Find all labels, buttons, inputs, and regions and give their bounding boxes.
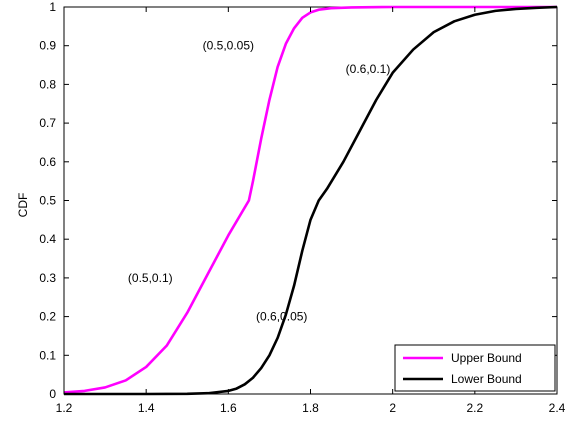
legend-label: Lower Bound [451, 372, 522, 386]
plot-frame [63, 6, 558, 395]
y-tick-label: 1 [49, 0, 56, 14]
legend-box [394, 344, 556, 392]
y-tick-label: 0.3 [39, 271, 56, 285]
curve-annotation: (0.5,0.1) [128, 271, 173, 285]
annotation-layer: (0.5,0.05) (0.6,0.1) (0.5,0.1) (0.6,0.05) [128, 39, 390, 324]
plot-area [63, 6, 558, 395]
curve-annotation: (0.6,0.1) [346, 62, 391, 76]
series-line-1 [64, 5, 558, 396]
x-tick-label: 2 [389, 401, 396, 415]
x-tick-label: 1.8 [302, 401, 319, 415]
x-tick-label: 1.2 [56, 401, 73, 415]
x-tick-label: 1.4 [138, 401, 155, 415]
y-tick-label: 0.5 [39, 194, 56, 208]
y-tick-label: 0.2 [39, 310, 56, 324]
series-layer [63, 5, 558, 396]
curve-annotation: (0.5,0.05) [203, 39, 254, 53]
y-tick-label: 0.1 [39, 348, 56, 362]
y-tick-label: 0.6 [39, 155, 56, 169]
legend-label: Upper Bound [451, 351, 522, 365]
curve-annotation: (0.6,0.05) [256, 310, 307, 324]
x-tick-label: 1.6 [220, 401, 237, 415]
x-tick-label: 2.2 [466, 401, 483, 415]
y-tick-label: 0.7 [39, 116, 56, 130]
series-line-0 [63, 5, 557, 394]
y-tick-label: 0 [49, 387, 56, 401]
legend: Upper Bound Lower Bound [394, 344, 556, 392]
y-axis-label: CDF [16, 193, 30, 218]
y-tick-label: 0.8 [39, 77, 56, 91]
ticks-layer: 1.2 1.4 1.6 1.8 2 2.2 2.4 0 0.1 0.2 0.3 0.4 0.5 0.6 0.… [39, 0, 565, 415]
y-tick-label: 0.4 [39, 232, 56, 246]
y-tick-label: 0.9 [39, 39, 56, 53]
x-tick-label: 2.4 [549, 401, 566, 415]
